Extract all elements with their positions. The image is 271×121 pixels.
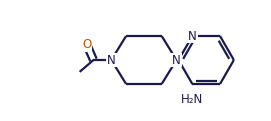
Text: N: N <box>172 53 181 67</box>
Text: N: N <box>107 53 116 67</box>
Text: N: N <box>188 30 197 43</box>
Text: O: O <box>82 38 91 51</box>
Text: H₂N: H₂N <box>181 93 204 106</box>
